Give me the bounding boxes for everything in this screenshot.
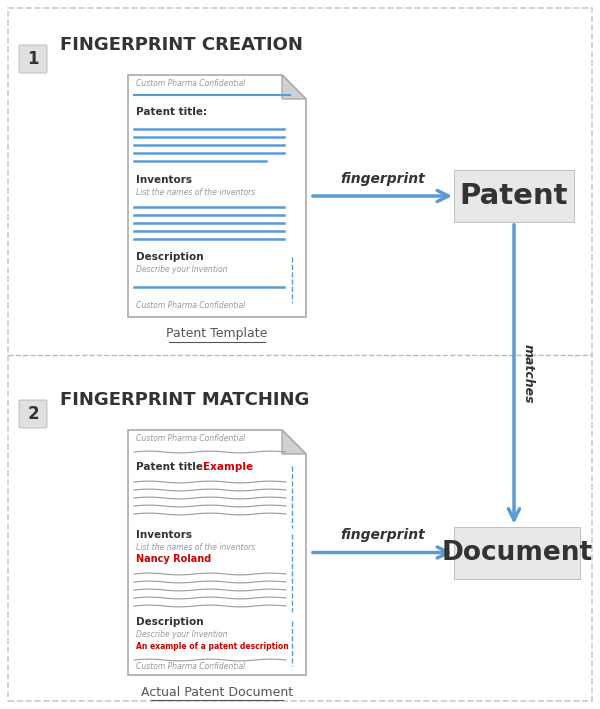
Text: Custom Pharma Confidential: Custom Pharma Confidential: [136, 662, 245, 671]
Text: matches: matches: [522, 345, 535, 404]
FancyBboxPatch shape: [19, 45, 47, 73]
Text: Description: Description: [136, 252, 203, 262]
Polygon shape: [282, 75, 306, 99]
Text: Description: Description: [136, 617, 203, 627]
Text: Custom Pharma Confidential: Custom Pharma Confidential: [136, 434, 245, 443]
Text: Patent title:: Patent title:: [136, 107, 207, 117]
Text: Custom Pharma Confidential: Custom Pharma Confidential: [136, 301, 245, 310]
Text: FINGERPRINT MATCHING: FINGERPRINT MATCHING: [60, 391, 310, 409]
Text: An example of a patent description: An example of a patent description: [136, 642, 289, 651]
Text: fingerprint: fingerprint: [340, 172, 425, 186]
Text: Inventors: Inventors: [136, 530, 192, 540]
Text: Patent: Patent: [460, 182, 568, 210]
Text: 2: 2: [27, 405, 39, 423]
Bar: [454, 527, 580, 579]
Text: Example: Example: [203, 462, 253, 472]
Text: Patent title:: Patent title:: [136, 462, 207, 472]
Text: Describe your Invention: Describe your Invention: [136, 265, 227, 274]
Polygon shape: [128, 75, 306, 317]
Text: Describe your Invention: Describe your Invention: [136, 630, 227, 639]
FancyBboxPatch shape: [19, 400, 47, 428]
Text: Nancy Roland: Nancy Roland: [136, 554, 211, 564]
Text: FINGERPRINT CREATION: FINGERPRINT CREATION: [60, 36, 303, 54]
Polygon shape: [128, 430, 306, 675]
Bar: [454, 170, 574, 222]
Text: List the names of the inventors: List the names of the inventors: [136, 543, 255, 552]
Text: List the names of the inventors: List the names of the inventors: [136, 188, 255, 197]
Text: Patent Template: Patent Template: [166, 328, 268, 340]
Text: 1: 1: [27, 50, 39, 68]
Text: fingerprint: fingerprint: [340, 528, 425, 542]
Polygon shape: [282, 430, 306, 454]
Text: Actual Patent Document: Actual Patent Document: [141, 686, 293, 698]
Text: Document: Document: [442, 540, 593, 566]
Text: Inventors: Inventors: [136, 175, 192, 185]
Text: Custom Pharma Confidential: Custom Pharma Confidential: [136, 79, 245, 88]
